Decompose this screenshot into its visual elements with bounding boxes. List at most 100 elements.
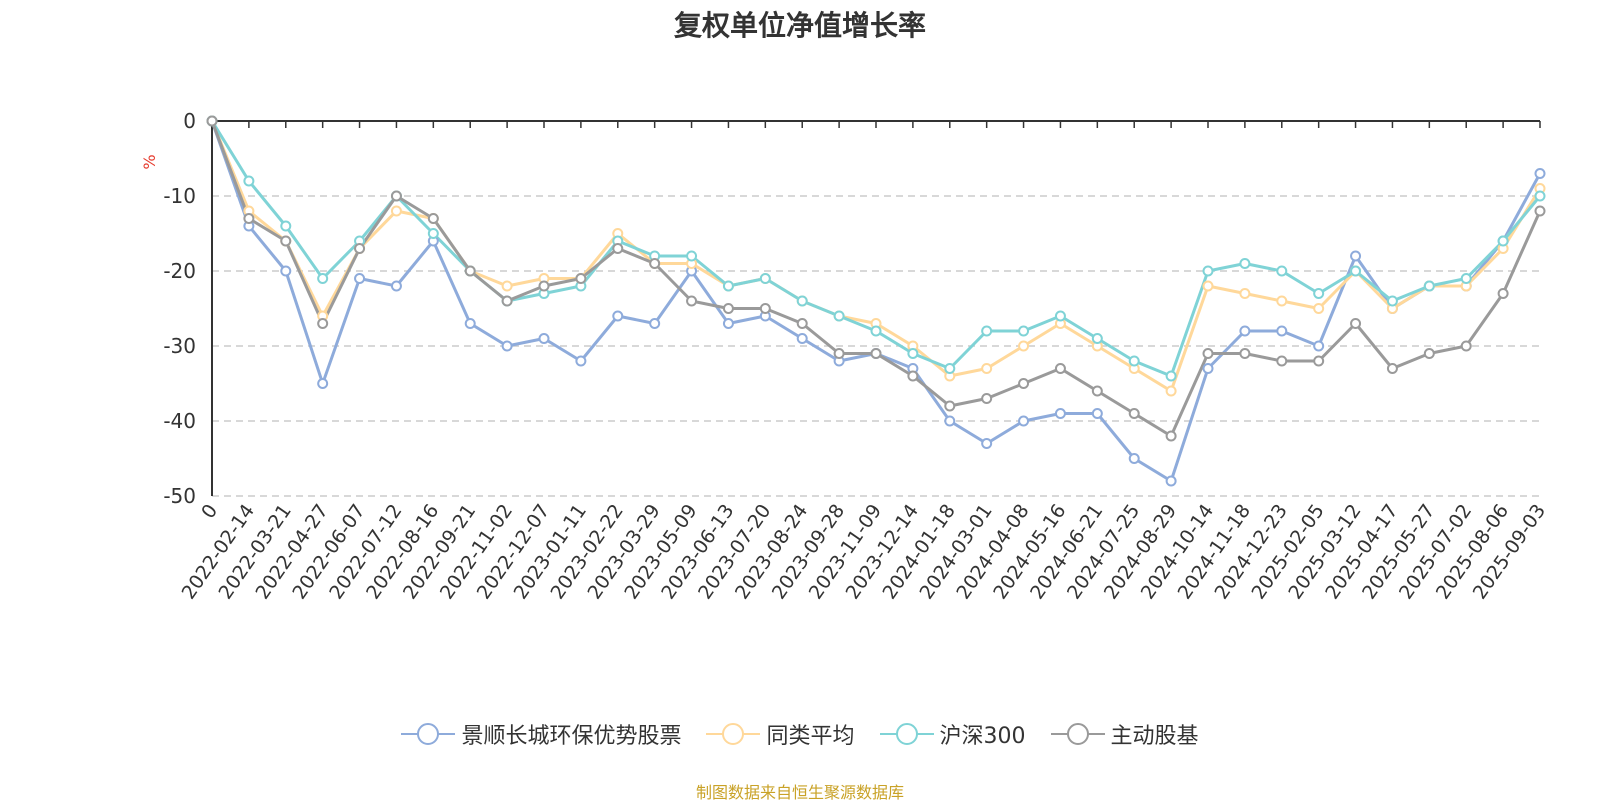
data-point-active-equity (1423, 348, 1435, 359)
chart-title: 复权单位净值增长率 (673, 9, 926, 42)
data-point-peer-average (1239, 288, 1251, 299)
data-point-csi300 (1054, 310, 1066, 322)
data-point-peer-average (1202, 280, 1214, 292)
y-tick-label: 0 (183, 109, 196, 133)
legend-label: 主动股基 (1110, 724, 1199, 749)
legend-item-active-equity[interactable]: 主动股基 (1050, 718, 1199, 750)
data-point-active-equity (1534, 205, 1546, 217)
data-point-fund (390, 280, 402, 292)
x-tick-label: 0 (197, 500, 222, 523)
source-note: 制图数据来自恒生聚源数据库 (695, 783, 904, 802)
data-point-active-equity (1460, 340, 1472, 352)
data-point-csi300 (981, 325, 993, 337)
data-point-active-equity (1091, 385, 1103, 397)
legend: 景顺长城环保优势股票 同类平均 沪深300 主动股基 (0, 718, 1600, 752)
data-point-active-equity (317, 318, 329, 329)
data-point-active-equity (722, 303, 734, 314)
data-point-active-equity (243, 213, 255, 224)
data-point-csi300 (1460, 273, 1472, 284)
data-point-fund (1313, 340, 1325, 352)
data-point-fund (722, 318, 734, 329)
data-point-fund (1054, 408, 1066, 419)
data-point-csi300 (1128, 355, 1140, 367)
legend-item-fund[interactable]: 景顺长城环保优势股票 (401, 718, 681, 750)
data-point-active-equity (501, 295, 513, 307)
data-point-fund (1276, 325, 1288, 337)
data-point-active-equity (833, 348, 845, 359)
data-point-active-equity (1239, 348, 1251, 359)
data-point-peer-average (981, 363, 993, 374)
data-point-fund (1018, 415, 1030, 427)
data-point-peer-average (501, 280, 513, 292)
data-point-peer-average (1018, 340, 1030, 352)
data-point-csi300 (1018, 325, 1030, 337)
data-point-csi300 (317, 273, 329, 284)
data-point-fund (1350, 250, 1362, 262)
series-line-fund (210, 119, 1542, 483)
data-point-fund (538, 333, 550, 344)
data-point-csi300 (833, 310, 845, 322)
data-point-active-equity (686, 295, 698, 307)
data-point-active-equity (1128, 408, 1140, 419)
data-point-fund (981, 438, 993, 449)
y-tick-label: -20 (163, 259, 196, 283)
data-point-fund (944, 415, 956, 427)
data-point-active-equity (981, 393, 993, 404)
data-point-active-equity (390, 190, 402, 202)
data-point-fund (649, 318, 661, 329)
data-point-csi300 (796, 295, 808, 307)
data-point-csi300 (1091, 333, 1103, 344)
data-point-active-equity (1202, 348, 1214, 359)
data-point-csi300 (686, 250, 698, 262)
data-point-active-equity (1165, 430, 1177, 442)
axes: 0-10-20-30-40-5002022-02-142022-03-21202… (163, 109, 1550, 603)
data-point-active-equity (1386, 363, 1398, 374)
data-point-csi300 (1534, 190, 1546, 202)
legend-item-csi300[interactable]: 沪深300 (879, 718, 1026, 750)
legend-label: 同类平均 (766, 724, 855, 749)
data-point-fund (575, 355, 587, 367)
data-point-active-equity (944, 400, 956, 412)
data-point-active-equity (1350, 318, 1362, 329)
data-point-active-equity (575, 273, 587, 284)
data-point-active-equity (1276, 355, 1288, 367)
legend-label: 沪深300 (939, 724, 1026, 749)
data-point-fund (1202, 363, 1214, 374)
data-point-fund (280, 265, 292, 277)
data-point-active-equity (870, 348, 882, 359)
data-point-active-equity (1018, 378, 1030, 389)
data-point-csi300 (1239, 258, 1251, 269)
data-point-active-equity (464, 265, 476, 277)
data-point-fund (1534, 168, 1546, 179)
data-point-fund (1239, 325, 1251, 337)
data-point-csi300 (759, 273, 771, 284)
data-point-active-equity (354, 243, 366, 254)
data-point-fund (464, 318, 476, 329)
data-point-active-equity (280, 235, 292, 247)
data-point-fund (1091, 408, 1103, 419)
data-point-fund (354, 273, 366, 284)
data-point-csi300 (1165, 370, 1177, 382)
legend-item-peer-average[interactable]: 同类平均 (706, 718, 855, 750)
legend-line-circle-icon (706, 723, 761, 745)
data-point-csi300 (1386, 295, 1398, 307)
data-point-csi300 (1276, 265, 1288, 277)
data-point-active-equity (1313, 355, 1325, 367)
legend-line-circle-icon (1050, 723, 1105, 745)
data-point-active-equity (796, 318, 808, 329)
data-point-csi300 (427, 228, 439, 239)
data-point-active-equity (907, 370, 919, 382)
data-point-csi300 (243, 175, 255, 187)
data-point-csi300 (280, 220, 292, 232)
data-point-csi300 (722, 280, 734, 292)
data-point-active-equity (649, 258, 661, 269)
data-point-peer-average (1165, 385, 1177, 397)
data-point-csi300 (1202, 265, 1214, 277)
data-point-fund (796, 333, 808, 344)
data-point-active-equity (612, 243, 624, 254)
data-point-fund (1165, 475, 1177, 487)
data-point-csi300 (1423, 280, 1435, 292)
data-point-fund (612, 310, 624, 322)
data-point-csi300 (1313, 288, 1325, 299)
